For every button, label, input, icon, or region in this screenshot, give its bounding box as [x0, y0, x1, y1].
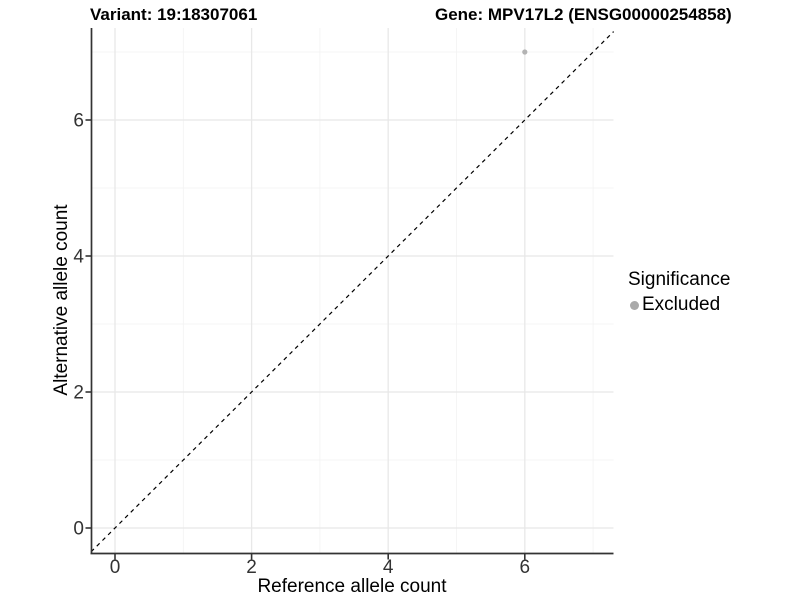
x-tick-label: 6 [520, 557, 531, 578]
legend-title: Significance [628, 269, 731, 290]
y-tick-label: 4 [73, 247, 84, 268]
x-tick-label: 4 [383, 557, 394, 578]
legend-item-label: Excluded [642, 294, 721, 315]
x-tick-label: 0 [110, 557, 121, 578]
x-axis-title: Reference allele count [257, 576, 447, 597]
legend-item: Excluded [628, 294, 730, 316]
gene-title: Gene: MPV17L2 (ENSG00000254858) [435, 5, 732, 24]
y-tick-label: 2 [73, 383, 84, 404]
data-point [522, 49, 528, 55]
legend: Significance Excluded [628, 268, 730, 316]
x-tick-label: 2 [246, 557, 257, 578]
y-tick-label: 6 [73, 111, 84, 132]
y-tick-label: 0 [73, 519, 84, 540]
identity-line [90, 31, 615, 553]
variant-title: Variant: 19:18307061 [90, 5, 258, 24]
legend-point-marker-icon [630, 300, 639, 310]
